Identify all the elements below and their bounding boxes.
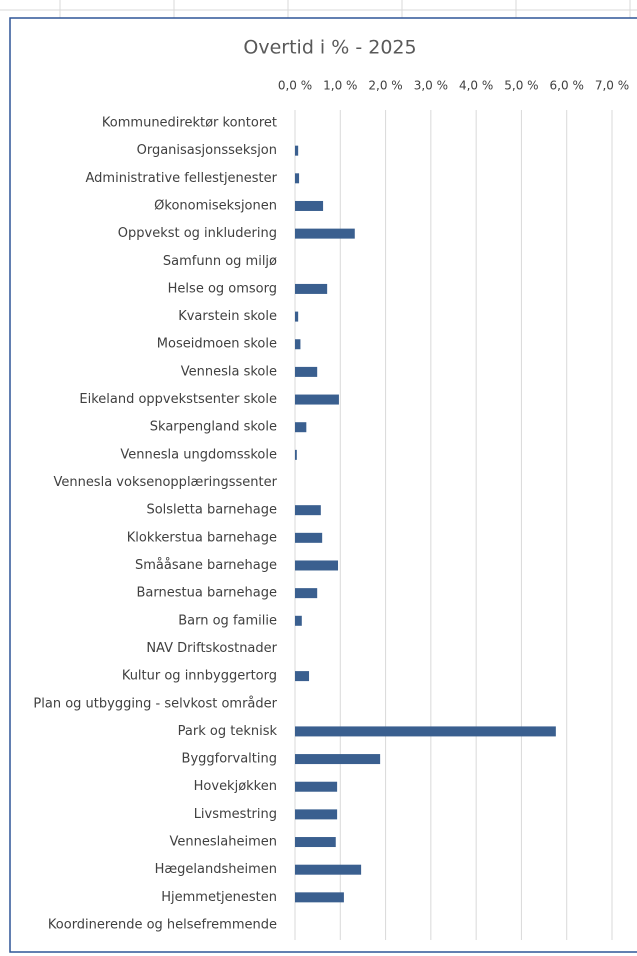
x-tick-label: 2,0 % xyxy=(368,79,402,93)
bar xyxy=(295,505,321,516)
y-tick-label: Barn og familie xyxy=(178,613,277,628)
y-tick-label: Kultur og innbyggertorg xyxy=(122,669,277,684)
x-tick-label: 3,0 % xyxy=(414,79,448,93)
bar xyxy=(295,837,336,848)
y-tick-label: Organisasjonsseksjon xyxy=(137,143,277,158)
chart-border xyxy=(9,17,637,953)
y-tick-label: Byggforvalting xyxy=(182,752,277,767)
bar xyxy=(295,726,556,737)
y-tick-label: Administrative fellestjenester xyxy=(86,171,278,186)
bar xyxy=(295,366,318,377)
bar xyxy=(295,449,297,460)
y-tick-label: Samfunn og miljø xyxy=(163,254,277,269)
y-tick-label: Kvarstein skole xyxy=(178,309,277,324)
bar xyxy=(295,200,324,211)
sheet-background xyxy=(0,0,637,18)
bar xyxy=(295,781,338,792)
x-tick-label: 4,0 % xyxy=(459,79,493,93)
y-tick-label: Solsletta barnehage xyxy=(146,503,277,518)
bar xyxy=(295,339,301,350)
y-tick-label: Hjemmetjenesten xyxy=(161,890,277,905)
y-tick-label: Skarpengland skole xyxy=(150,420,277,435)
bar xyxy=(295,311,299,322)
bar xyxy=(295,615,302,626)
bar xyxy=(295,422,307,433)
y-tick-label: Koordinerende og helsefremmende xyxy=(48,918,277,933)
y-tick-label: Vennesla ungdomsskole xyxy=(120,447,277,462)
bar xyxy=(295,394,339,405)
bar xyxy=(295,864,362,875)
x-tick-label: 7,0 % xyxy=(595,79,629,93)
y-tick-label: Moseidmoen skole xyxy=(157,337,277,352)
bar xyxy=(295,671,310,682)
bar xyxy=(295,588,318,599)
y-tick-label: Klokkerstua barnehage xyxy=(127,530,277,545)
bar xyxy=(295,560,339,571)
y-tick-label: Økonomiseksjonen xyxy=(154,198,277,213)
chart-title: Overtid i % - 2025 xyxy=(243,37,416,59)
y-tick-label: Smååsane barnehage xyxy=(135,558,277,573)
y-tick-label: Hægelandsheimen xyxy=(155,862,277,877)
y-tick-label: Barnestua barnehage xyxy=(137,586,277,601)
x-tick-label: 1,0 % xyxy=(323,79,357,93)
y-tick-label: Vennesla voksenopplæringssenter xyxy=(53,475,277,490)
y-tick-label: Venneslaheimen xyxy=(170,835,277,850)
bar xyxy=(295,809,338,820)
y-tick-label: Eikeland oppvekstsenter skole xyxy=(79,392,277,407)
y-tick-label: Hovekjøkken xyxy=(194,779,277,794)
bar xyxy=(295,532,323,543)
y-tick-label: Kommunedirektør kontoret xyxy=(102,116,277,131)
y-tick-label: NAV Driftskostnader xyxy=(146,641,277,656)
bar xyxy=(295,754,381,765)
y-tick-label: Helse og omsorg xyxy=(168,281,277,296)
x-tick-label: 6,0 % xyxy=(550,79,584,93)
y-tick-label: Livsmestring xyxy=(194,807,277,822)
bar xyxy=(295,228,355,239)
bar xyxy=(295,173,300,184)
y-tick-label: Oppvekst og inkludering xyxy=(118,226,277,241)
bar xyxy=(295,892,344,903)
y-tick-label: Park og teknisk xyxy=(178,724,278,739)
bar xyxy=(295,283,328,294)
x-tick-label: 5,0 % xyxy=(504,79,538,93)
y-tick-label: Plan og utbygging - selvkost områder xyxy=(33,696,277,711)
x-tick-label: 0,0 % xyxy=(278,79,312,93)
bar xyxy=(295,145,299,156)
y-tick-label: Vennesla skole xyxy=(181,364,277,379)
